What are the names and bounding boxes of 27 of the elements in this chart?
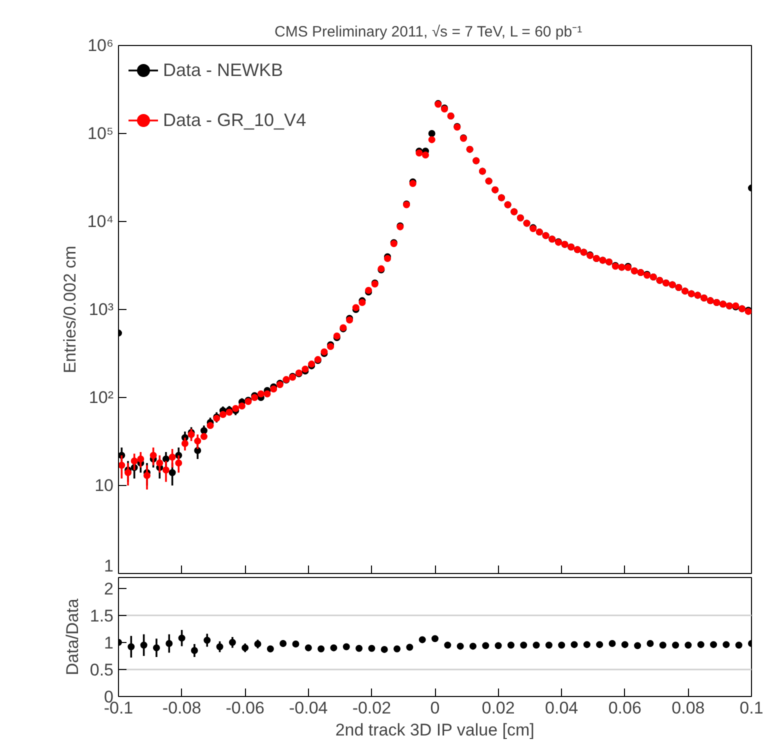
y-tick-label: 2 [104,579,114,598]
y-tick-label: 0.5 [90,660,114,680]
y-tick-label: 1.5 [90,606,114,626]
y-tick-label: 10³ [88,300,114,319]
y-tick-label: 10⁵ [88,124,114,143]
y-tick-label: 10² [88,388,114,407]
x-tick-label: 0.04 [545,698,578,718]
y-tick-label: 10⁶ [88,36,114,55]
y-axis-title: Entries/0.002 cm [60,246,80,374]
x-tick-label: -0.02 [352,698,392,718]
x-tick-label: 0.06 [608,698,642,718]
x-axis-title: 2nd track 3D IP value [cm] [335,720,534,740]
chart-title: CMS Preliminary 2011, √s = 7 TeV, L = 60 pb⁻¹ [274,24,582,40]
x-tick-label: 0.02 [482,698,515,718]
y-tick-label: 10⁴ [87,212,114,231]
x-tick-label: 0 [430,698,440,718]
y-axis-title: Data/Data [62,598,82,676]
x-tick-label: -0.08 [162,698,202,718]
legend-label: Data - GR_10_V4 [163,110,306,130]
legend-label: Data - NEWKB [163,60,284,80]
y-tick-label: 10 [94,476,114,495]
x-tick-label: 0.1 [740,698,764,718]
x-tick-label: 0.08 [672,698,705,718]
x-tick-label: -0.04 [289,698,328,718]
x-tick-label: -0.06 [226,698,264,718]
y-tick-label: 1 [104,633,114,652]
y-tick-label: 1 [104,556,114,576]
